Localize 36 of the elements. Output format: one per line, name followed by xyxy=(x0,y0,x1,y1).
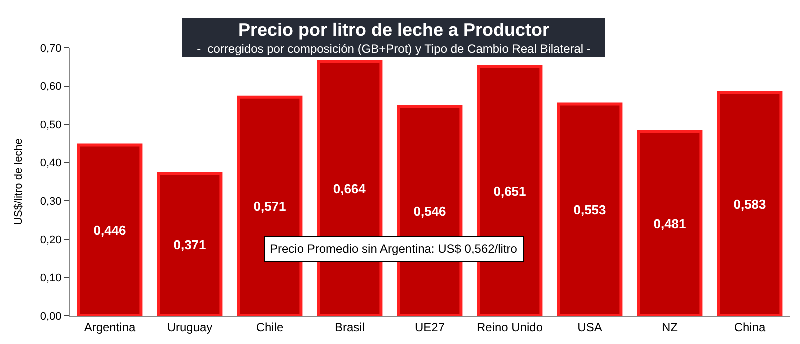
data-label: 0,583 xyxy=(734,196,766,212)
data-label: 0,553 xyxy=(574,202,606,218)
y-tick-label: 0,50 xyxy=(40,119,62,132)
y-tick-label: 0,10 xyxy=(40,272,62,285)
bar xyxy=(717,91,783,316)
data-label: 0,664 xyxy=(333,181,367,196)
x-tick-label: Uruguay xyxy=(167,320,213,334)
y-tick-label: 0,20 xyxy=(40,234,62,246)
x-tick-label: NZ xyxy=(662,320,678,334)
data-label: 0,546 xyxy=(414,204,446,219)
x-tick-label: Argentina xyxy=(84,320,136,334)
chart-subtitle: - corregidos por composición (GB+Prot) y Tipo de Cambio Real Bilateral - xyxy=(197,42,591,56)
bar xyxy=(157,172,223,316)
y-tick-label: 0,00 xyxy=(40,310,62,323)
bar xyxy=(557,102,623,316)
x-tick-label: Brasil xyxy=(334,320,366,334)
x-tick-label: USA xyxy=(578,320,602,334)
data-label: 0,651 xyxy=(494,184,526,199)
data-label: 0,571 xyxy=(254,199,286,214)
data-label: 0,481 xyxy=(654,216,686,232)
bar xyxy=(237,96,303,316)
x-tick-label: Chile xyxy=(256,320,284,334)
data-label: 0,371 xyxy=(174,237,206,252)
y-axis-title: US$/litro de leche xyxy=(13,138,26,226)
y-tick-label: 0,40 xyxy=(40,158,62,170)
bar xyxy=(77,144,143,316)
y-tick-label: 0,60 xyxy=(40,81,62,94)
annotation: Precio Promedio sin Argentina: US$ 0,562/litro xyxy=(270,242,518,256)
chart-title: Precio por litro de leche a Productor xyxy=(238,20,550,40)
x-tick-label: Reino Unido xyxy=(476,320,544,334)
data-label: 0,446 xyxy=(94,223,126,238)
bar xyxy=(637,130,703,316)
y-tick-label: 0,30 xyxy=(40,196,62,208)
x-tick-label: China xyxy=(734,320,766,334)
x-tick-label: UE27 xyxy=(414,320,446,334)
y-tick-label: 0,70 xyxy=(40,42,62,55)
